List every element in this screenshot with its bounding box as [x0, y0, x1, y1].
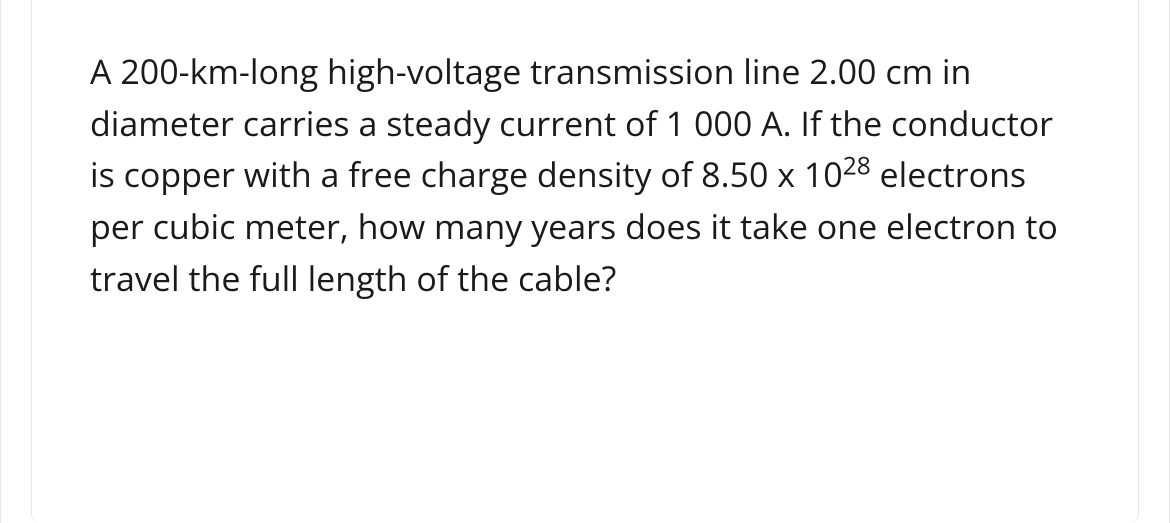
- question-card: A 200-km-long high-voltage transmission …: [31, 0, 1139, 523]
- outer-container: A 200-km-long high-voltage transmission …: [0, 0, 1170, 523]
- exponent: 28: [843, 150, 871, 183]
- question-text: A 200-km-long high-voltage transmission …: [90, 46, 1080, 304]
